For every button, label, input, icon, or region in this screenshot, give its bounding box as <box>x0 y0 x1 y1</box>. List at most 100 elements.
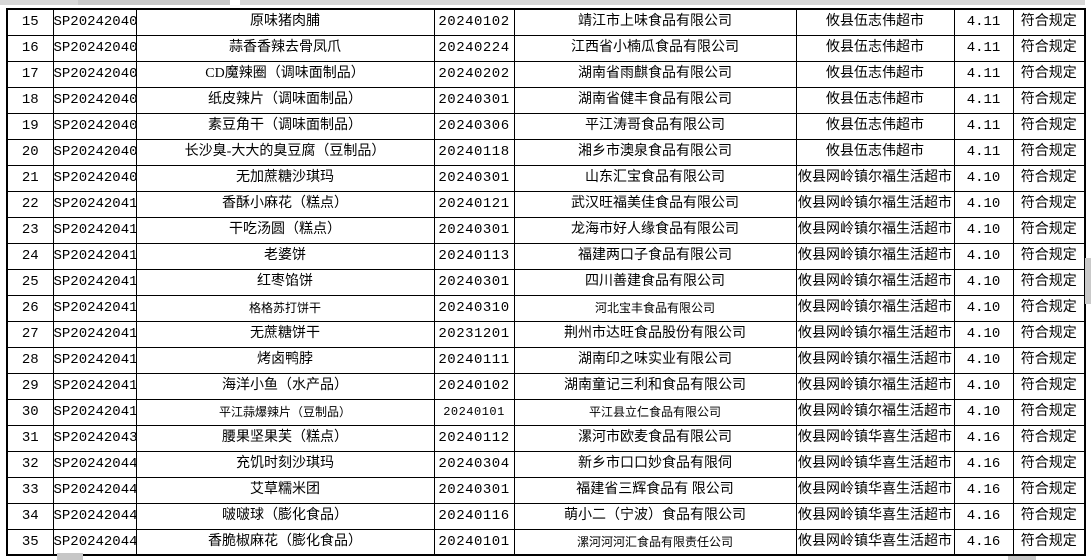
cell-product-name[interactable]: 干吃汤圆（糕点） <box>135 216 435 244</box>
cell-store[interactable]: 攸县伍志伟超市 <box>795 112 955 140</box>
cell-product-name[interactable]: 充饥时刻沙琪玛 <box>135 450 435 478</box>
cell-production-date[interactable]: 20240310 <box>433 294 515 322</box>
cell-row-number[interactable]: 21 <box>6 164 54 192</box>
cell-store[interactable]: 攸县网岭镇尔福生活超市 <box>795 242 955 270</box>
cell-sample-id[interactable]: SP202420416 <box>52 346 137 374</box>
cell-sample-id[interactable]: SP202420441 <box>52 476 137 504</box>
cell-result[interactable]: 符合规定 <box>1012 502 1086 530</box>
cell-result[interactable]: 符合规定 <box>1012 164 1086 192</box>
cell-sample-id[interactable]: SP202420404 <box>52 34 137 62</box>
cell-result[interactable]: 符合规定 <box>1012 190 1086 218</box>
cell-store[interactable]: 攸县网岭镇尔福生活超市 <box>795 216 955 244</box>
cell-row-number[interactable]: 17 <box>6 60 54 88</box>
cell-product-name[interactable]: 腰果坚果芙（糕点） <box>135 424 435 452</box>
cell-sample-id[interactable]: SP202420443 <box>52 528 137 556</box>
cell-manufacturer[interactable]: 武汉旺福美佳食品有限公司 <box>513 190 797 218</box>
cell-product-name[interactable]: 艾草糯米团 <box>135 476 435 504</box>
cell-result[interactable]: 符合规定 <box>1012 86 1086 114</box>
cell-production-date[interactable]: 20240116 <box>433 502 515 530</box>
cell-result[interactable]: 符合规定 <box>1012 450 1086 478</box>
cell-row-number[interactable]: 19 <box>6 112 54 140</box>
cell-row-number[interactable]: 16 <box>6 34 54 62</box>
cell-result[interactable]: 符合规定 <box>1012 424 1086 452</box>
cell-store[interactable]: 攸县网岭镇尔福生活超市 <box>795 294 955 322</box>
cell-production-date[interactable]: 20240301 <box>433 164 515 192</box>
cell-store[interactable]: 攸县网岭镇华喜生活超市 <box>795 476 955 504</box>
cell-row-number[interactable]: 27 <box>6 320 54 348</box>
cell-sample-id[interactable]: SP202420410 <box>52 190 137 218</box>
cell-result[interactable]: 符合规定 <box>1012 138 1086 166</box>
cell-result[interactable]: 符合规定 <box>1012 346 1086 374</box>
cell-score[interactable]: 4.10 <box>953 346 1014 374</box>
cell-product-name[interactable]: 红枣馅饼 <box>135 268 435 296</box>
cell-product-name[interactable]: 格格苏打饼干 <box>135 294 435 322</box>
cell-row-number[interactable]: 32 <box>6 450 54 478</box>
cell-row-number[interactable]: 28 <box>6 346 54 374</box>
cell-manufacturer[interactable]: 平江涛哥食品有限公司 <box>513 112 797 140</box>
cell-score[interactable]: 4.10 <box>953 242 1014 270</box>
cell-row-number[interactable]: 26 <box>6 294 54 322</box>
cell-manufacturer[interactable]: 龙海市好人缘食品有限公司 <box>513 216 797 244</box>
cell-result[interactable]: 符合规定 <box>1012 372 1086 400</box>
cell-production-date[interactable]: 20240301 <box>433 86 515 114</box>
cell-product-name[interactable]: 无蔗糖饼干 <box>135 320 435 348</box>
cell-store[interactable]: 攸县伍志伟超市 <box>795 138 955 166</box>
cell-score[interactable]: 4.11 <box>953 60 1014 88</box>
cell-sample-id[interactable]: SP202420439 <box>52 424 137 452</box>
cell-manufacturer[interactable]: 四川善建食品有限公司 <box>513 268 797 296</box>
cell-manufacturer[interactable]: 湖南省雨麒食品有限公司 <box>513 60 797 88</box>
cell-product-name[interactable]: 长沙臭-大大的臭豆腐（豆制品） <box>135 138 435 166</box>
cell-sample-id[interactable]: SP202420409 <box>52 164 137 192</box>
cell-store[interactable]: 攸县网岭镇尔福生活超市 <box>795 346 955 374</box>
cell-production-date[interactable]: 20231201 <box>433 320 515 348</box>
cell-store[interactable]: 攸县网岭镇尔福生活超市 <box>795 320 955 348</box>
cell-score[interactable]: 4.10 <box>953 398 1014 426</box>
cell-production-date[interactable]: 20240112 <box>433 424 515 452</box>
cell-score[interactable]: 4.11 <box>953 138 1014 166</box>
cell-sample-id[interactable]: SP202420440 <box>52 450 137 478</box>
cell-sample-id[interactable]: SP202420442 <box>52 502 137 530</box>
cell-manufacturer[interactable]: 福建两口子食品有限公司 <box>513 242 797 270</box>
cell-manufacturer[interactable]: 靖江市上味食品有限公司 <box>513 8 797 36</box>
cell-sample-id[interactable]: SP202420407 <box>52 112 137 140</box>
cell-sample-id[interactable]: SP202420411 <box>52 216 137 244</box>
cell-manufacturer[interactable]: 山东汇宝食品有限公司 <box>513 164 797 192</box>
cell-sample-id[interactable]: SP202420415 <box>52 320 137 348</box>
cell-result[interactable]: 符合规定 <box>1012 528 1086 556</box>
cell-result[interactable]: 符合规定 <box>1012 112 1086 140</box>
cell-sample-id[interactable]: SP202420403 <box>52 8 137 36</box>
cell-score[interactable]: 4.10 <box>953 268 1014 296</box>
cell-production-date[interactable]: 20240202 <box>433 60 515 88</box>
cell-product-name[interactable]: 平江蒜爆辣片（豆制品） <box>135 398 435 426</box>
cell-score[interactable]: 4.11 <box>953 34 1014 62</box>
cell-row-number[interactable]: 20 <box>6 138 54 166</box>
cell-store[interactable]: 攸县伍志伟超市 <box>795 34 955 62</box>
cell-production-date[interactable]: 20240102 <box>433 372 515 400</box>
cell-result[interactable]: 符合规定 <box>1012 294 1086 322</box>
cell-production-date[interactable]: 20240113 <box>433 242 515 270</box>
cell-product-name[interactable]: 香脆椒麻花（膨化食品） <box>135 528 435 556</box>
cell-score[interactable]: 4.10 <box>953 294 1014 322</box>
cell-store[interactable]: 攸县伍志伟超市 <box>795 86 955 114</box>
cell-store[interactable]: 攸县网岭镇华喜生活超市 <box>795 528 955 556</box>
cell-sample-id[interactable]: SP202420405 <box>52 60 137 88</box>
cell-result[interactable]: 符合规定 <box>1012 398 1086 426</box>
cell-result[interactable]: 符合规定 <box>1012 60 1086 88</box>
cell-result[interactable]: 符合规定 <box>1012 216 1086 244</box>
cell-store[interactable]: 攸县网岭镇尔福生活超市 <box>795 190 955 218</box>
cell-production-date[interactable]: 20240224 <box>433 34 515 62</box>
cell-product-name[interactable]: CD魔辣圈（调味面制品） <box>135 60 435 88</box>
cell-production-date[interactable]: 20240111 <box>433 346 515 374</box>
cell-product-name[interactable]: 蒜香香辣去骨凤爪 <box>135 34 435 62</box>
cell-row-number[interactable]: 30 <box>6 398 54 426</box>
cell-score[interactable]: 4.10 <box>953 190 1014 218</box>
cell-row-number[interactable]: 25 <box>6 268 54 296</box>
cell-row-number[interactable]: 31 <box>6 424 54 452</box>
cell-row-number[interactable]: 29 <box>6 372 54 400</box>
cell-store[interactable]: 攸县网岭镇华喜生活超市 <box>795 424 955 452</box>
cell-row-number[interactable]: 23 <box>6 216 54 244</box>
cell-row-number[interactable]: 33 <box>6 476 54 504</box>
cell-product-name[interactable]: 海洋小鱼（水产品） <box>135 372 435 400</box>
cell-product-name[interactable]: 无加蔗糖沙琪玛 <box>135 164 435 192</box>
cell-product-name[interactable]: 老婆饼 <box>135 242 435 270</box>
